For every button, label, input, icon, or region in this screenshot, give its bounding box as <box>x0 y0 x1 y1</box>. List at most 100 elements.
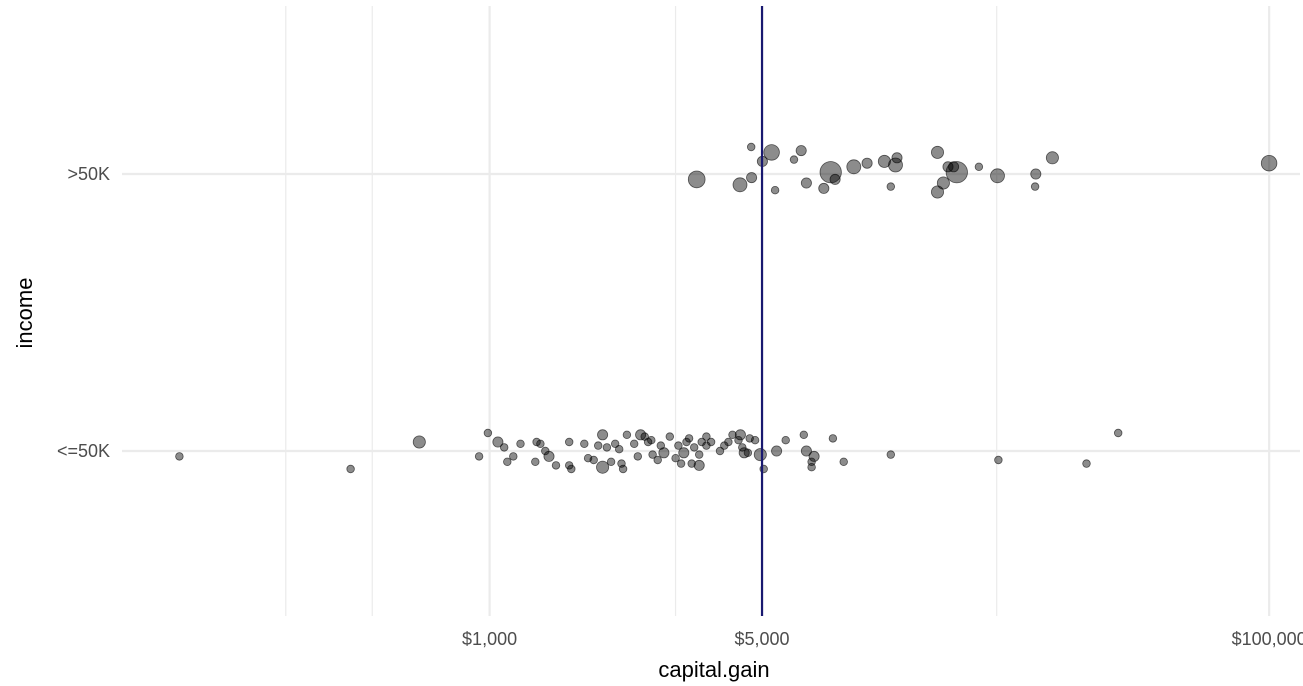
data-point <box>630 439 639 448</box>
data-point <box>500 443 509 452</box>
data-point <box>676 459 686 468</box>
data-point <box>687 459 696 468</box>
data-point <box>702 432 711 441</box>
data-point <box>690 443 699 452</box>
data-point <box>589 455 598 465</box>
data-point <box>818 182 830 194</box>
x-tick-label: $5,000 <box>735 629 790 649</box>
data-point <box>990 168 1005 184</box>
data-point <box>861 157 873 169</box>
data-point <box>936 176 950 190</box>
data-point <box>567 464 576 474</box>
data-point <box>891 152 903 164</box>
data-point <box>1030 182 1040 191</box>
data-point <box>695 450 704 459</box>
data-point <box>594 441 603 450</box>
data-point <box>819 161 842 184</box>
data-point <box>597 429 609 441</box>
data-point <box>1260 154 1278 172</box>
data-point <box>724 437 733 447</box>
data-point <box>763 144 780 161</box>
data-point <box>684 434 694 443</box>
data-point <box>565 437 574 447</box>
data-point <box>516 439 525 448</box>
data-point <box>728 430 737 439</box>
data-point <box>1113 428 1123 438</box>
data-point <box>580 439 589 448</box>
data-point <box>770 185 780 195</box>
x-tick-label: $1,000 <box>462 629 517 649</box>
data-point <box>800 177 812 189</box>
data-point <box>503 457 512 466</box>
data-point <box>678 447 690 459</box>
data-point <box>734 429 746 441</box>
data-point <box>687 170 706 189</box>
data-point <box>750 436 760 445</box>
data-point <box>474 452 484 461</box>
data-point <box>753 448 767 462</box>
data-point <box>633 452 642 461</box>
data-point <box>483 428 493 438</box>
data-point <box>596 460 610 474</box>
data-point <box>648 450 657 459</box>
data-point <box>706 437 716 447</box>
data-point <box>536 439 545 448</box>
data-point <box>829 173 841 185</box>
data-point <box>839 457 848 466</box>
data-point <box>799 430 808 439</box>
data-point <box>789 155 799 164</box>
data-point <box>747 142 756 152</box>
data-point <box>618 464 628 474</box>
data-point <box>671 454 680 463</box>
data-point <box>732 177 748 193</box>
data-point <box>795 145 807 157</box>
y-tick-label: >50K <box>67 164 110 184</box>
data-point <box>653 455 662 465</box>
data-point <box>551 461 561 470</box>
data-point <box>412 435 426 449</box>
data-point <box>781 436 790 445</box>
data-point <box>828 434 838 443</box>
data-point <box>771 445 783 457</box>
data-point <box>543 450 555 462</box>
data-point <box>602 443 612 452</box>
x-tick-label: $100,000 <box>1232 629 1303 649</box>
data-point <box>877 154 891 168</box>
data-point <box>945 161 968 184</box>
data-point <box>931 185 945 199</box>
data-point <box>715 446 725 456</box>
data-point <box>974 162 984 171</box>
data-point <box>743 448 753 457</box>
data-point <box>509 452 518 461</box>
data-point <box>658 447 670 459</box>
data-point <box>1045 151 1059 165</box>
data-point <box>346 464 355 474</box>
data-point <box>931 145 945 159</box>
data-point <box>846 159 862 175</box>
y-tick-label: <=50K <box>57 441 110 461</box>
data-point <box>674 441 683 450</box>
data-point <box>1082 459 1091 468</box>
data-point <box>531 457 540 466</box>
data-point <box>175 452 184 461</box>
y-axis-title: income <box>12 278 37 349</box>
data-point <box>622 430 632 439</box>
data-point <box>994 455 1003 465</box>
data-point <box>635 429 647 441</box>
grid-layer <box>122 6 1300 616</box>
data-point <box>886 450 895 459</box>
data-point <box>606 457 616 466</box>
data-point <box>615 445 624 454</box>
data-point <box>693 459 705 471</box>
points-layer <box>175 142 1278 474</box>
x-axis-title: capital.gain <box>658 657 769 682</box>
data-point <box>808 450 820 462</box>
data-point <box>665 432 674 441</box>
data-point <box>800 445 812 457</box>
data-point <box>888 157 903 173</box>
data-point <box>1030 168 1042 180</box>
data-point <box>647 436 656 445</box>
data-point <box>746 172 758 184</box>
data-point <box>886 182 895 191</box>
